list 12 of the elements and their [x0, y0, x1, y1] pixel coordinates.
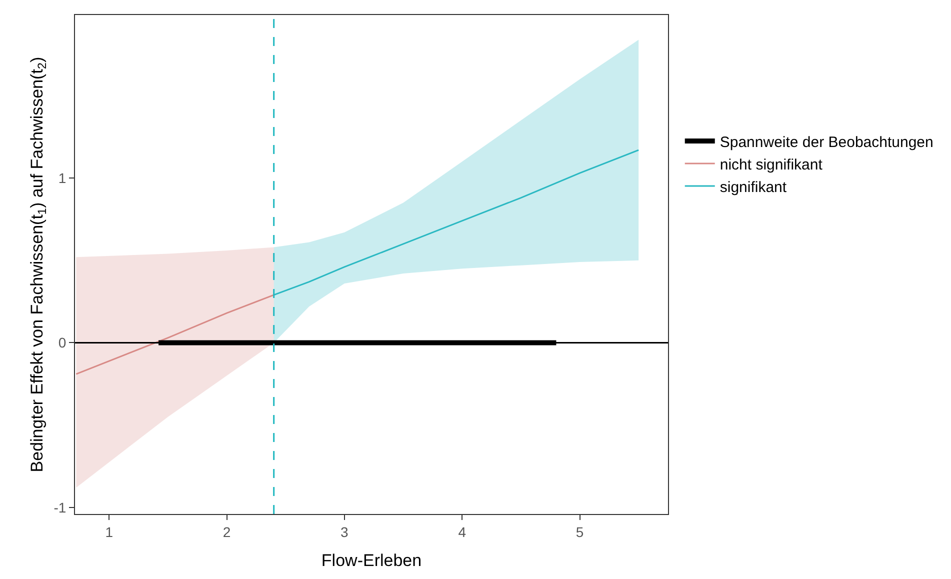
- x-tick-label: 4: [458, 524, 466, 540]
- legend-label: Spannweite der Beobachtungen: [720, 134, 934, 151]
- y-tick-label: 1: [58, 170, 66, 186]
- y-tick-label: 0: [58, 334, 66, 351]
- y-tick-label: -1: [54, 499, 66, 516]
- x-tick-label: 3: [340, 524, 349, 540]
- x-axis-title: Flow-Erleben: [321, 551, 422, 570]
- x-tick-label: 2: [222, 524, 231, 540]
- legend-label: signifikant: [720, 178, 788, 196]
- legend-label: nicht signifikant: [720, 156, 824, 174]
- x-tick-label: 5: [576, 524, 584, 540]
- x-tick-label: 1: [105, 524, 114, 540]
